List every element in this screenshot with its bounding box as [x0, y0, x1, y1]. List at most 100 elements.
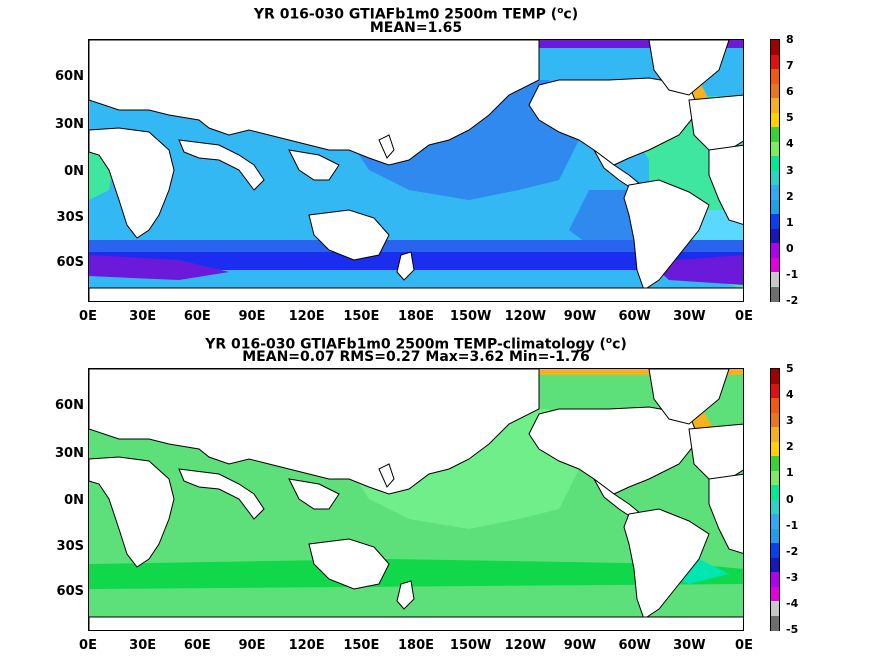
antarctica-land	[89, 287, 743, 301]
colorbar-segment	[771, 286, 779, 302]
south-america-land	[623, 179, 710, 291]
panel-2-colorbar	[770, 368, 780, 631]
africa-e-land	[708, 473, 743, 554]
panel-1-title-main: YR 016-030 GTIAFb1m0 2500m TEMP (	[253, 6, 558, 23]
africa-land	[89, 456, 175, 568]
colorbar-label: -1	[786, 267, 799, 281]
colorbar-segment	[771, 456, 779, 471]
new-zealand-land	[396, 251, 415, 281]
lat-label: 30N	[55, 446, 84, 461]
lon-label: 30E	[129, 638, 157, 653]
colorbar-segment	[771, 427, 779, 442]
colorbar-label: 7	[786, 59, 794, 73]
colorbar-segment	[771, 412, 779, 428]
antarctica-land	[89, 616, 743, 630]
colorbar-segment	[771, 572, 779, 587]
colorbar-label: 4	[786, 388, 794, 402]
colorbar-label: 8	[786, 33, 794, 46]
colorbar-segment	[771, 441, 779, 457]
colorbar-label: -2	[786, 294, 799, 307]
colorbar-segment	[771, 40, 779, 55]
lon-label: 60E	[183, 638, 211, 653]
arabia-india-land	[178, 468, 265, 520]
colorbar-segment	[771, 170, 779, 186]
colorbar-label: 5	[786, 362, 794, 375]
panel-1-colorbar	[770, 39, 780, 302]
colorbar-label: -4	[786, 596, 799, 610]
colorbar-segment	[771, 257, 779, 273]
lat-label: 60S	[56, 255, 84, 270]
colorbar-label: 1	[786, 466, 794, 480]
colorbar-segment	[771, 601, 779, 616]
colorbar-segment	[771, 185, 779, 200]
panel-1-title-sup: o	[557, 6, 564, 16]
panel-1-map	[88, 39, 744, 302]
lon-label: 30W	[673, 309, 706, 324]
new-zealand-land	[396, 580, 415, 610]
north-america-land	[528, 77, 700, 166]
colorbar-label: -3	[786, 570, 799, 584]
lat-label: 60N	[55, 69, 84, 84]
lon-label: 90W	[563, 309, 597, 324]
colorbar-segment	[771, 499, 779, 515]
colorbar-segment	[771, 272, 779, 287]
lat-label: 30S	[56, 539, 84, 554]
lon-label: 120E	[288, 638, 325, 653]
lat-label: 60N	[55, 398, 84, 413]
lon-label: 0E	[735, 309, 753, 324]
lon-label: 150E	[343, 638, 380, 653]
colorbar-segment	[771, 141, 779, 157]
panel-1-subtitle: MEAN=1.65	[369, 20, 463, 36]
africa-e-land	[708, 144, 743, 225]
lon-label: 120E	[288, 309, 325, 324]
panel-2-subtitle: MEAN=0.07 RMS=0.27 Max=3.62 Min=-1.76	[242, 349, 590, 365]
colorbar-segment	[771, 156, 779, 171]
colorbar-segment	[771, 383, 779, 399]
colorbar-segment	[771, 228, 779, 244]
japan-land	[378, 134, 395, 159]
lon-label: 120W	[504, 638, 547, 653]
colorbar-segment	[771, 615, 779, 631]
colorbar-label: 2	[786, 440, 794, 454]
australia-land	[308, 209, 390, 261]
colorbar-label: 4	[786, 137, 794, 151]
lon-label: 180E	[397, 638, 435, 653]
panel-2-title-tail: c)	[612, 336, 627, 353]
colorbar-label: 3	[786, 163, 794, 177]
lon-label: 90E	[238, 638, 266, 653]
colorbar-label: 5	[786, 111, 794, 125]
lon-label: 180E	[397, 309, 435, 324]
colorbar-segment	[771, 369, 779, 384]
panel-1-title-tail: c)	[563, 6, 579, 23]
se-asia-land	[288, 478, 340, 510]
lon-label: 60E	[183, 309, 211, 324]
colorbar-segment	[771, 398, 779, 413]
colorbar-label: 6	[786, 85, 794, 99]
southern-ocean-field	[89, 559, 743, 589]
panel-2-title-main: YR 016-030 GTIAFb1m0 2500m TEMP-climatol…	[205, 336, 606, 353]
lon-label: 120W	[504, 309, 547, 324]
colorbar-segment	[771, 243, 779, 258]
colorbar-segment	[771, 98, 779, 113]
colorbar-segment	[771, 214, 779, 229]
north-america-land	[528, 406, 700, 495]
panel-2-map-svg	[89, 369, 743, 630]
colorbar-segment	[771, 470, 779, 486]
lon-label: 150W	[449, 638, 492, 653]
colorbar-segment	[771, 586, 779, 602]
europe-asia-land	[89, 369, 540, 495]
panel-1-title: YR 016-030 GTIAFb1m0 2500m TEMP (oc)	[88, 3, 744, 23]
africa-land	[89, 127, 175, 239]
lat-label: 0N	[64, 493, 84, 508]
colorbar-segment	[771, 69, 779, 84]
japan-land	[378, 463, 395, 488]
lon-label: 30E	[129, 309, 157, 324]
panel-1-map-svg	[89, 40, 743, 301]
lon-label: 150W	[449, 309, 492, 324]
colorbar-segment	[771, 528, 779, 544]
colorbar-label: 2	[786, 189, 794, 203]
colorbar-segment	[771, 83, 779, 99]
colorbar-label: 0	[786, 492, 794, 506]
colorbar-label: 0	[786, 241, 794, 255]
lon-label: 0E	[79, 638, 97, 653]
